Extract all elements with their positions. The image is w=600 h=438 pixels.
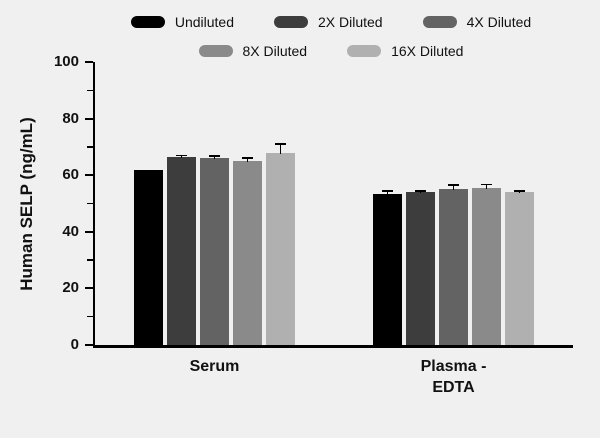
- y-tick-label: 0: [70, 336, 79, 353]
- error-bar: [419, 191, 422, 194]
- bar-undiluted: [134, 169, 163, 345]
- legend-label: 8X Diluted: [242, 43, 308, 59]
- error-bar: [386, 191, 389, 195]
- y-tick-label: 20: [62, 279, 79, 297]
- legend-label: Undiluted: [174, 14, 234, 30]
- y-major-tick: [84, 174, 93, 177]
- error-bar: [485, 184, 488, 189]
- error-bar: [518, 191, 521, 194]
- bar-8x-diluted: [472, 187, 501, 345]
- plot-area: 0 20 40 60 80 100 Serum Plasma - EDTA: [54, 53, 573, 396]
- error-bar: [180, 155, 183, 158]
- y-minor-tick: [87, 315, 93, 318]
- chart-legend: Undiluted 2X Diluted 4X Diluted 8X Diluted 1…: [70, 14, 592, 59]
- error-bar-cap: [514, 190, 525, 192]
- error-bar: [279, 144, 282, 154]
- y-axis-line: [92, 62, 95, 348]
- bar-4x-diluted: [200, 158, 229, 345]
- y-minor-tick: [87, 202, 93, 205]
- y-major-tick: [84, 60, 93, 64]
- x-category-label: Plasma - EDTA: [420, 358, 487, 396]
- legend-item: 2X Diluted: [273, 14, 383, 30]
- error-bar-cap: [382, 190, 393, 193]
- error-bar-cap: [448, 184, 459, 187]
- error-bar-cap: [209, 155, 220, 158]
- legend-label: 2X Diluted: [317, 14, 383, 30]
- legend-label: 16X Diluted: [391, 43, 464, 59]
- y-tick-label: 60: [62, 166, 79, 184]
- error-bar-cap: [242, 156, 253, 159]
- legend-swatch-icon: [347, 45, 382, 57]
- bar-16x-diluted: [505, 192, 534, 345]
- error-bar: [452, 185, 455, 191]
- legend-swatch-icon: [130, 16, 165, 28]
- y-tick-label: 80: [62, 109, 79, 127]
- x-category-label: Serum: [189, 358, 240, 375]
- bar-4x-diluted: [439, 189, 468, 345]
- y-major-tick: [84, 287, 93, 290]
- bar-2x-diluted: [406, 192, 435, 345]
- y-minor-tick: [87, 89, 93, 92]
- y-minor-tick: [87, 259, 93, 261]
- y-major-tick: [84, 230, 93, 233]
- y-tick-label: 40: [62, 222, 79, 240]
- y-axis-title: Human SELP (ng/mL): [17, 117, 36, 291]
- legend-item: 4X Diluted: [422, 14, 532, 30]
- error-bar: [213, 156, 216, 160]
- legend-item: 8X Diluted: [198, 43, 308, 59]
- y-major-tick: [84, 343, 93, 347]
- bar-2x-diluted: [167, 156, 196, 345]
- x-axis-line: [92, 345, 573, 348]
- error-bar-cap: [415, 190, 426, 192]
- y-major-tick: [84, 117, 93, 120]
- error-bar-cap: [481, 183, 492, 186]
- error-bar-cap: [275, 143, 286, 145]
- error-bar: [246, 157, 249, 163]
- legend-label: 4X Diluted: [466, 14, 532, 30]
- legend-swatch-icon: [198, 45, 233, 57]
- y-tick-label: 100: [53, 53, 79, 70]
- legend-item: Undiluted: [130, 14, 234, 30]
- legend-row: Undiluted 2X Diluted 4X Diluted: [130, 14, 532, 30]
- legend-row: 8X Diluted 16X Diluted: [198, 43, 463, 59]
- bar-16x-diluted: [266, 152, 295, 345]
- legend-swatch-icon: [273, 16, 308, 28]
- legend-item: 16X Diluted: [347, 43, 463, 59]
- error-bar-cap: [176, 154, 187, 157]
- bar-undiluted: [373, 193, 402, 345]
- legend-swatch-icon: [422, 16, 457, 28]
- y-minor-tick: [87, 146, 93, 148]
- bar-8x-diluted: [233, 161, 262, 345]
